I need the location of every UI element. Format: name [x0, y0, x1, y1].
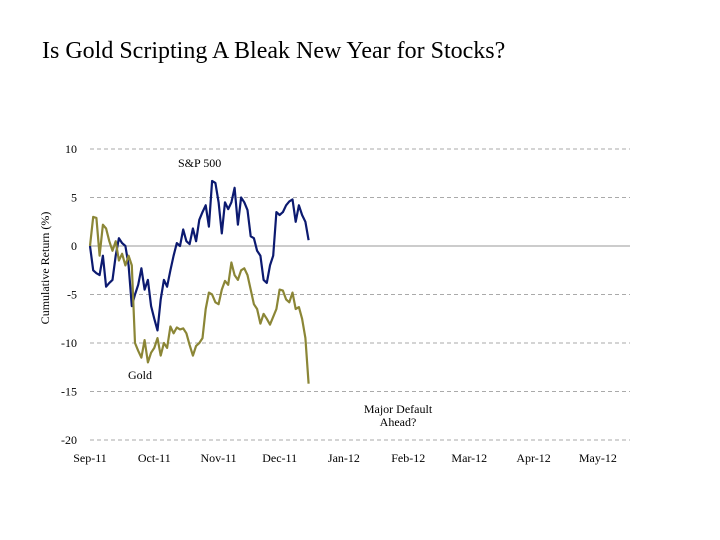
- series-label: S&P 500: [178, 156, 221, 170]
- x-tick-label: Dec-11: [262, 451, 297, 465]
- x-tick-label: Oct-11: [138, 451, 171, 465]
- y-tick-label: -15: [61, 385, 77, 399]
- series-line: [88, 215, 310, 384]
- x-tick-label: May-12: [579, 451, 617, 465]
- chart-title: Is Gold Scripting A Bleak New Year for S…: [42, 38, 505, 64]
- x-tick-label: Sep-11: [73, 451, 107, 465]
- x-tick-label: Mar-12: [451, 451, 487, 465]
- series-line: [88, 179, 310, 332]
- annotation: Major Default: [364, 402, 433, 416]
- x-tick-label: Nov-11: [200, 451, 236, 465]
- y-tick-label: -20: [61, 433, 77, 447]
- y-tick-label: 10: [65, 142, 77, 156]
- series-label: Gold: [128, 368, 152, 382]
- x-tick-label: Apr-12: [516, 451, 550, 465]
- y-tick-label: -5: [67, 288, 77, 302]
- y-tick-label: 0: [71, 239, 77, 253]
- annotation: Ahead?: [380, 415, 417, 429]
- y-tick-label: 5: [71, 191, 77, 205]
- x-tick-label: Feb-12: [391, 451, 425, 465]
- y-axis-label: Cumulative Return (%): [38, 212, 52, 325]
- y-tick-label: -10: [61, 336, 77, 350]
- x-tick-label: Jan-12: [328, 451, 360, 465]
